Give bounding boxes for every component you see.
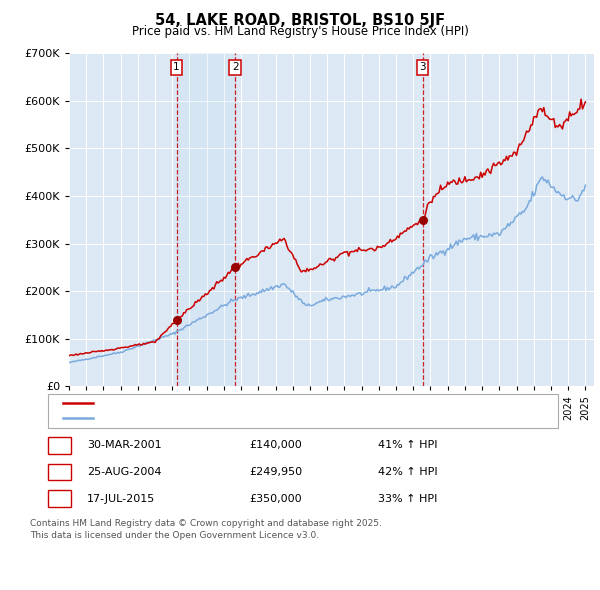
Text: 3: 3 — [419, 63, 426, 73]
Text: 25-AUG-2004: 25-AUG-2004 — [87, 467, 161, 477]
Text: HPI: Average price, semi-detached house, City of Bristol: HPI: Average price, semi-detached house,… — [99, 413, 391, 423]
Text: 30-MAR-2001: 30-MAR-2001 — [87, 441, 161, 450]
Text: 54, LAKE ROAD, BRISTOL, BS10 5JF: 54, LAKE ROAD, BRISTOL, BS10 5JF — [155, 13, 445, 28]
Text: £350,000: £350,000 — [249, 494, 302, 503]
Text: Contains HM Land Registry data © Crown copyright and database right 2025.: Contains HM Land Registry data © Crown c… — [30, 519, 382, 528]
Text: 17-JUL-2015: 17-JUL-2015 — [87, 494, 155, 503]
Text: £249,950: £249,950 — [249, 467, 302, 477]
Text: 1: 1 — [56, 441, 63, 450]
Text: 42% ↑ HPI: 42% ↑ HPI — [378, 467, 437, 477]
Text: £140,000: £140,000 — [249, 441, 302, 450]
Text: 3: 3 — [56, 494, 63, 503]
Text: 54, LAKE ROAD, BRISTOL, BS10 5JF (semi-detached house): 54, LAKE ROAD, BRISTOL, BS10 5JF (semi-d… — [99, 398, 406, 408]
Text: 1: 1 — [173, 63, 180, 73]
Text: This data is licensed under the Open Government Licence v3.0.: This data is licensed under the Open Gov… — [30, 531, 319, 540]
Text: 2: 2 — [56, 467, 63, 477]
Text: 2: 2 — [232, 63, 238, 73]
Text: 33% ↑ HPI: 33% ↑ HPI — [378, 494, 437, 503]
Bar — [176, 53, 235, 386]
Text: Price paid vs. HM Land Registry's House Price Index (HPI): Price paid vs. HM Land Registry's House … — [131, 25, 469, 38]
Text: 41% ↑ HPI: 41% ↑ HPI — [378, 441, 437, 450]
